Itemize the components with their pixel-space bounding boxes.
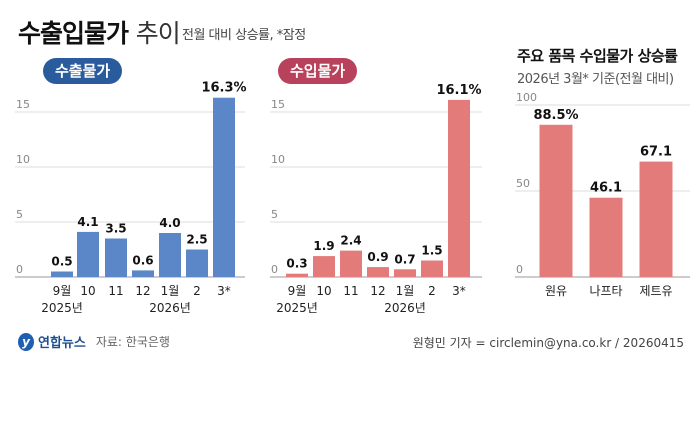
import-value-label: 16.1% (436, 83, 481, 98)
source-text: 자료: 한국은행 (95, 335, 170, 349)
items-value-label: 88.5% (533, 108, 578, 123)
import-ytick-label: 0 (271, 263, 278, 276)
items-category-label: 나프타 (589, 284, 622, 298)
export-ytick-label: 0 (16, 263, 23, 276)
export-ytick-label: 5 (16, 208, 23, 221)
subtitle: 전월 대비 상승률, *잠정 (182, 28, 306, 43)
import-category-label: 2 (428, 284, 436, 298)
import-year-label: 2026년 (384, 301, 426, 315)
import-category-label: 9월 (288, 284, 307, 298)
import-value-label: 2.4 (340, 234, 361, 248)
export-category-label: 1월 (161, 284, 180, 298)
import-ytick-label: 15 (271, 98, 285, 111)
export-value-label: 0.6 (132, 253, 153, 267)
import-value-label: 1.9 (313, 239, 334, 253)
export-value-label: 4.0 (159, 216, 180, 230)
items-bar (539, 124, 573, 277)
title-light: 추이 (135, 19, 181, 48)
export-bar (213, 97, 235, 277)
export-year-label: 2025년 (41, 301, 83, 315)
export-bar (132, 270, 154, 277)
import-bar (448, 99, 470, 278)
import-bar (286, 273, 308, 277)
export-category-label: 10 (80, 284, 95, 298)
import-value-label: 0.3 (286, 257, 307, 271)
import-category-label: 12 (370, 284, 385, 298)
import-year-label: 2025년 (276, 301, 318, 315)
export-category-label: 11 (108, 284, 123, 298)
import-value-label: 0.9 (367, 250, 388, 264)
export-bar (105, 238, 127, 277)
page-title: 수출입물가 추이 (18, 14, 181, 50)
import-category-label: 1월 (396, 284, 415, 298)
footer-logo: y 연합뉴스 자료: 한국은행 (18, 332, 170, 351)
export-ytick-label: 15 (16, 98, 30, 111)
export-bar (51, 271, 73, 277)
logo-text: 연합뉴스 (38, 336, 86, 351)
export-value-label: 0.5 (51, 255, 72, 269)
import-ytick-label: 5 (271, 208, 278, 221)
items-ytick-label: 50 (516, 177, 530, 190)
import-value-label: 0.7 (394, 252, 415, 266)
export-category-label: 2 (193, 284, 201, 298)
items-category-label: 원유 (545, 284, 567, 298)
export-value-label: 4.1 (77, 215, 98, 229)
export-value-label: 2.5 (186, 233, 207, 247)
items-value-label: 67.1 (640, 145, 672, 160)
export-value-label: 16.3% (201, 81, 246, 96)
export-category-label: 9월 (53, 284, 72, 298)
charts-svg: 0 5 10 15 0.5 9월 4.1 10 3.5 11 0.6 12 4.0 1월 2.5 2 16.3%… (15, 81, 690, 315)
import-value-label: 1.5 (421, 244, 442, 258)
import-category-label: 11 (343, 284, 358, 298)
items-ytick-label: 100 (516, 91, 537, 104)
right-chart-subtitle: 2026년 3월* 기준(전월 대비) (517, 72, 674, 87)
export-bar (159, 233, 181, 277)
items-bar (589, 197, 623, 277)
export-category-label: 3* (217, 284, 231, 298)
export-year-label: 2026년 (149, 301, 191, 315)
import-bar (367, 267, 389, 277)
import-bar (340, 250, 362, 277)
items-value-label: 46.1 (590, 181, 622, 196)
export-bar (186, 249, 208, 277)
export-pill: 수출물가 (43, 58, 123, 84)
export-category-label: 12 (135, 284, 150, 298)
import-category-label: 10 (316, 284, 331, 298)
yonhap-logo-icon: y (18, 332, 34, 351)
import-category-label: 3* (452, 284, 466, 298)
import-bar (313, 256, 335, 277)
import-pill: 수입물가 (278, 58, 358, 84)
credit-text: 원형민 기자 = circlemin@yna.co.kr / 20260415 (412, 336, 684, 350)
export-ytick-label: 10 (16, 153, 30, 166)
items-ytick-label: 0 (516, 263, 523, 276)
import-bar (394, 269, 416, 277)
import-ytick-label: 10 (271, 153, 285, 166)
export-value-label: 3.5 (105, 222, 126, 236)
title-bold: 수출입물가 (18, 19, 129, 48)
items-bar (639, 161, 673, 277)
import-bar (421, 260, 443, 277)
items-category-label: 제트유 (639, 284, 672, 298)
export-bar (77, 231, 99, 277)
right-chart-title: 주요 품목 수입물가 상승률 (517, 47, 678, 65)
